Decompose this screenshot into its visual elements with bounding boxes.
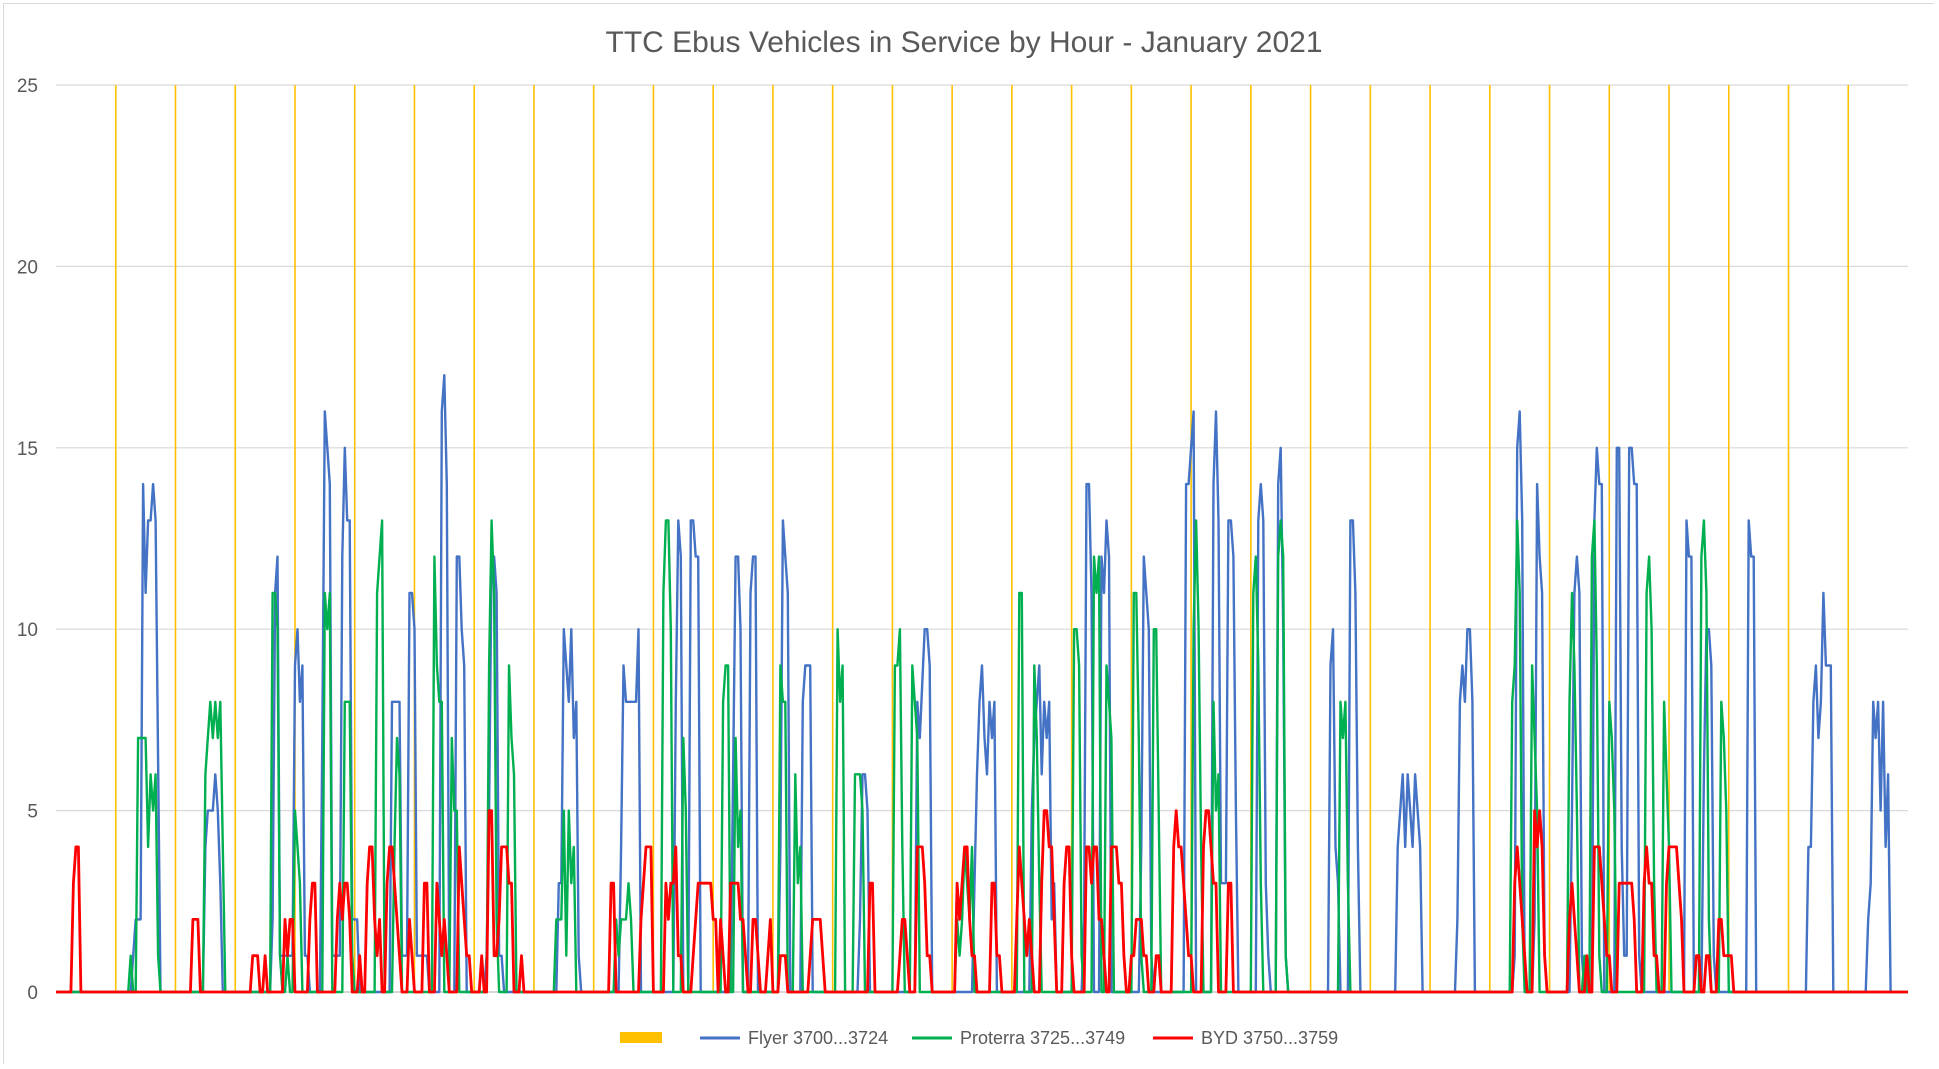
legend-label-series-3: BYD 3750...3759 xyxy=(1201,1028,1338,1048)
y-tick-label: 15 xyxy=(17,439,38,460)
y-tick-label: 10 xyxy=(17,620,38,641)
chart-svg: TTC Ebus Vehicles in Service by Hour - J… xyxy=(4,4,1935,1065)
legend-label-series-2: Proterra 3725...3749 xyxy=(960,1028,1125,1048)
y-tick-label: 5 xyxy=(27,802,38,823)
legend-label-series-1: Flyer 3700...3724 xyxy=(748,1028,888,1048)
legend-swatch-day-markers xyxy=(620,1032,662,1043)
chart-frame: TTC Ebus Vehicles in Service by Hour - J… xyxy=(3,3,1935,1065)
series-lines xyxy=(56,374,1908,994)
series-line-3 xyxy=(56,809,1908,994)
y-tick-label: 25 xyxy=(17,76,38,97)
y-axis-tick-labels: 0 5 10 15 20 25 xyxy=(17,76,38,1004)
series-line-1 xyxy=(56,374,1908,994)
chart-title: TTC Ebus Vehicles in Service by Hour - J… xyxy=(606,26,1323,59)
legend: Flyer 3700...3724 Proterra 3725...3749 BYD… xyxy=(620,1028,1338,1048)
y-tick-label: 0 xyxy=(27,983,38,1004)
y-tick-label: 20 xyxy=(17,257,38,278)
